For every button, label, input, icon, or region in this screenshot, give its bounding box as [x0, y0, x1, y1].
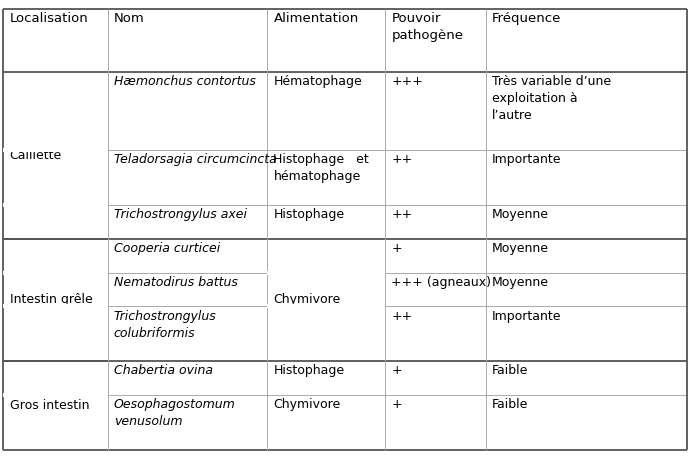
Text: Très variable d’une
exploitation à
l’autre: Très variable d’une exploitation à l’aut…	[492, 75, 611, 122]
Text: Gros intestin: Gros intestin	[10, 399, 90, 412]
Text: Faible: Faible	[492, 364, 528, 377]
Text: Hæmonchus contortus: Hæmonchus contortus	[114, 75, 255, 88]
Text: Caillette: Caillette	[10, 149, 62, 162]
Text: Chymivore: Chymivore	[273, 398, 341, 411]
Text: Nom: Nom	[114, 12, 144, 25]
Text: Oesophagostomum
venusolum: Oesophagostomum venusolum	[114, 398, 235, 428]
Text: Intestin grêle: Intestin grêle	[10, 293, 92, 307]
Text: ++: ++	[391, 310, 413, 323]
Text: +++ (agneaux): +++ (agneaux)	[391, 276, 491, 289]
Text: Importante: Importante	[492, 153, 561, 166]
Text: Moyenne: Moyenne	[492, 242, 549, 255]
Text: Hématophage: Hématophage	[273, 75, 362, 88]
Text: ++: ++	[391, 208, 413, 221]
Text: Nematodirus battus: Nematodirus battus	[114, 276, 237, 289]
Text: Trichostrongylus
colubriformis: Trichostrongylus colubriformis	[114, 310, 217, 340]
Text: Moyenne: Moyenne	[492, 276, 549, 289]
Text: Moyenne: Moyenne	[492, 208, 549, 221]
Text: Pouvoir
pathogène: Pouvoir pathogène	[391, 12, 464, 42]
Text: +: +	[391, 364, 402, 377]
Text: Cooperia curticei: Cooperia curticei	[114, 242, 220, 255]
Text: Fréquence: Fréquence	[492, 12, 561, 25]
Text: Localisation: Localisation	[10, 12, 88, 25]
Text: Chymivore: Chymivore	[273, 293, 341, 307]
Text: +: +	[391, 242, 402, 255]
Text: Histophage   et
hématophage: Histophage et hématophage	[273, 153, 369, 183]
Text: Histophage: Histophage	[273, 364, 344, 377]
Text: +++: +++	[391, 75, 423, 88]
Text: Importante: Importante	[492, 310, 561, 323]
Text: Chabertia ovina: Chabertia ovina	[114, 364, 213, 377]
Text: +: +	[391, 398, 402, 411]
Text: Alimentation: Alimentation	[273, 12, 359, 25]
Text: Faible: Faible	[492, 398, 528, 411]
Text: Teladorsagia circumcincta: Teladorsagia circumcincta	[114, 153, 277, 166]
Text: Trichostrongylus axei: Trichostrongylus axei	[114, 208, 247, 221]
Text: ++: ++	[391, 153, 413, 166]
Text: Histophage: Histophage	[273, 208, 344, 221]
